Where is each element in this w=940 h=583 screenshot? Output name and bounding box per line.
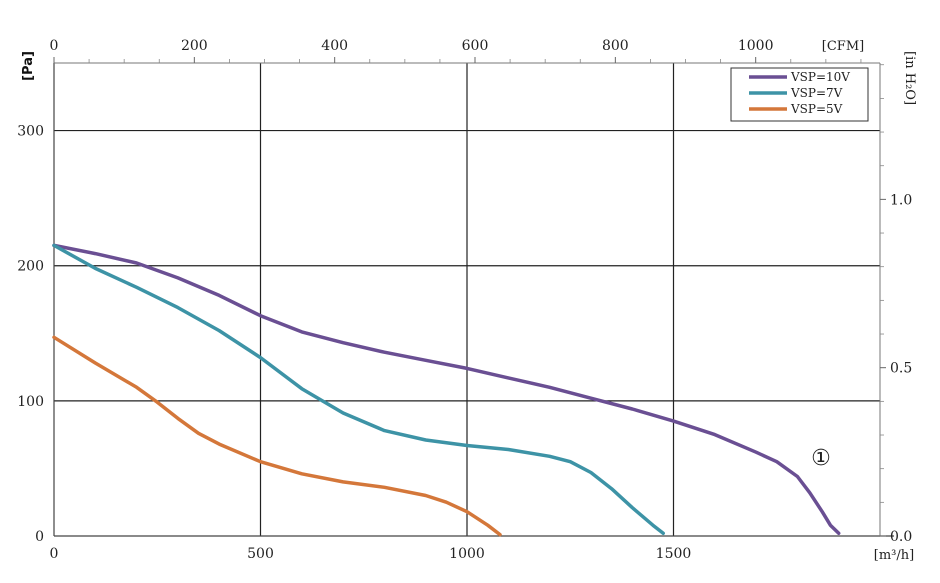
y-tick-label: 300 bbox=[17, 124, 44, 140]
x2-tick-label: 800 bbox=[602, 38, 629, 54]
label-layer: 0 500 1000 1500 [m³/h] 0 100 200 300 [Pa] 0 200 400 6… bbox=[17, 38, 917, 563]
y2-tick-label: 1.0 bbox=[890, 192, 912, 208]
axes-layer bbox=[53, 57, 894, 537]
y-tick-label: 0 bbox=[35, 529, 44, 545]
x2-tick-label: 0 bbox=[50, 38, 59, 54]
legend-label: VSP=10V bbox=[790, 70, 850, 84]
x2-axis-unit: [CFM] bbox=[822, 39, 864, 54]
x2-tick-label: 400 bbox=[321, 38, 348, 54]
x2-tick-label: 600 bbox=[462, 38, 489, 54]
x2-tick-label: 200 bbox=[181, 38, 208, 54]
y-axis-unit: [Pa] bbox=[21, 51, 36, 81]
y2-axis-unit: [in H₂O] bbox=[902, 51, 917, 105]
x-tick-label: 0 bbox=[50, 546, 59, 562]
series-line-2 bbox=[52, 243, 665, 536]
grid-layer bbox=[54, 63, 880, 536]
legend: VSP=10V VSP=7V VSP=5V bbox=[730, 67, 869, 122]
x-tick-label: 500 bbox=[247, 546, 274, 562]
x-axis-unit: [m³/h] bbox=[874, 548, 914, 563]
legend-label: VSP=5V bbox=[790, 102, 843, 116]
x2-tick-label: 1000 bbox=[738, 38, 774, 54]
x-tick-label: 1000 bbox=[449, 546, 485, 562]
curve-marker: ① bbox=[811, 446, 831, 471]
legend-label: VSP=7V bbox=[790, 86, 843, 100]
y2-tick-label: 0.5 bbox=[890, 361, 912, 377]
y2-tick-label: 0.0 bbox=[890, 529, 912, 545]
series-layer bbox=[52, 243, 841, 537]
y-tick-label: 100 bbox=[17, 394, 44, 410]
y-tick-label: 200 bbox=[17, 259, 44, 275]
series-line-3 bbox=[52, 335, 502, 537]
series-line-1 bbox=[52, 243, 841, 536]
x-tick-label: 1500 bbox=[656, 546, 692, 562]
